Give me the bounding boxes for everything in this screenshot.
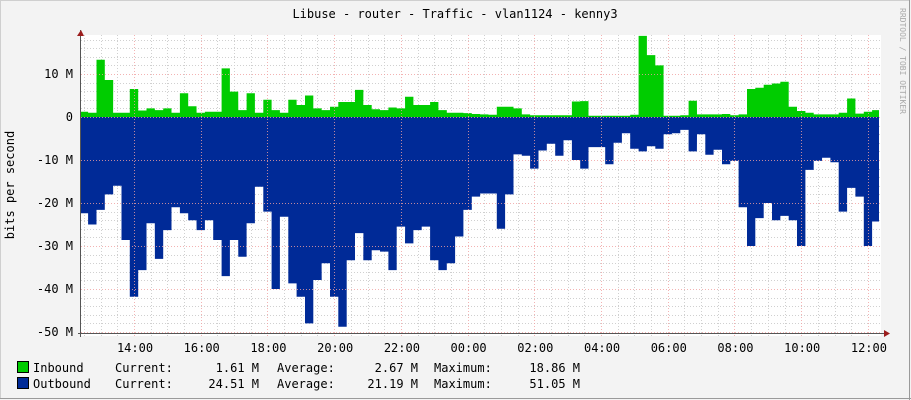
y-tick-label: -30 M <box>37 239 73 253</box>
legend-current: 24.51 M <box>208 377 259 391</box>
x-tick-label: 12:00 <box>851 341 887 355</box>
rrdtool-watermark: RRDTOOL / TOBI OETIKER <box>898 8 907 114</box>
x-tick-label: 18:00 <box>250 341 286 355</box>
y-tick-label: -50 M <box>37 325 73 339</box>
legend-inbound: Inbound Current: 1.61 M Average: 2.67 M Maxim… <box>17 361 580 375</box>
x-tick-label: 02:00 <box>517 341 553 355</box>
x-tick-labels: 14:00 16:00 18:00 20:00 22:00 00:00 02:00 04:00… <box>117 341 887 355</box>
major-grid <box>81 35 881 336</box>
legend-maximum-label: Maximum: <box>434 361 492 375</box>
x-tick-label: 20:00 <box>317 341 353 355</box>
legend-name: Inbound <box>33 361 84 375</box>
legend-average-label: Average: <box>277 377 335 391</box>
legend-current-label: Current: <box>115 361 173 375</box>
x-tick-label: 00:00 <box>451 341 487 355</box>
y-tick-label: 10 M <box>44 67 73 81</box>
legend-outbound: Outbound Current: 24.51 M Average: 21.19 M Ma… <box>17 377 580 391</box>
legend-current: 1.61 M <box>215 361 259 375</box>
legend-maximum-label: Maximum: <box>434 377 492 391</box>
y-tick-label: -20 M <box>37 196 73 210</box>
legend-average-label: Average: <box>277 361 335 375</box>
x-tick-label: 08:00 <box>717 341 753 355</box>
area-outbound <box>81 117 879 327</box>
legend-maximum: 51.05 M <box>529 377 580 391</box>
inbound-swatch <box>17 361 29 373</box>
x-axis-arrow-icon <box>884 330 890 337</box>
legend-maximum: 18.86 M <box>529 361 580 375</box>
x-tick-label: 22:00 <box>384 341 420 355</box>
y-tick-label: -40 M <box>37 282 73 296</box>
y-axis-arrow-icon <box>77 30 84 36</box>
outbound-swatch <box>17 377 29 389</box>
y-tick-label: 0 <box>66 110 73 124</box>
legend-average: 2.67 M <box>374 361 418 375</box>
legend-name: Outbound <box>33 377 91 391</box>
axes <box>77 30 890 337</box>
x-tick-label: 16:00 <box>184 341 220 355</box>
legend-average: 21.19 M <box>367 377 418 391</box>
y-tick-labels: 10 M 0 -10 M -20 M -30 M -40 M -50 M <box>37 67 73 339</box>
chart-title: Libuse - router - Traffic - vlan1124 - k… <box>292 7 617 21</box>
y-axis-label: bits per second <box>3 131 17 239</box>
series-areas <box>81 35 879 327</box>
x-tick-label: 04:00 <box>584 341 620 355</box>
x-tick-label: 14:00 <box>117 341 153 355</box>
y-tick-label: -10 M <box>37 153 73 167</box>
legend-current-label: Current: <box>115 377 173 391</box>
x-tick-label: 10:00 <box>784 341 820 355</box>
x-tick-label: 06:00 <box>651 341 687 355</box>
